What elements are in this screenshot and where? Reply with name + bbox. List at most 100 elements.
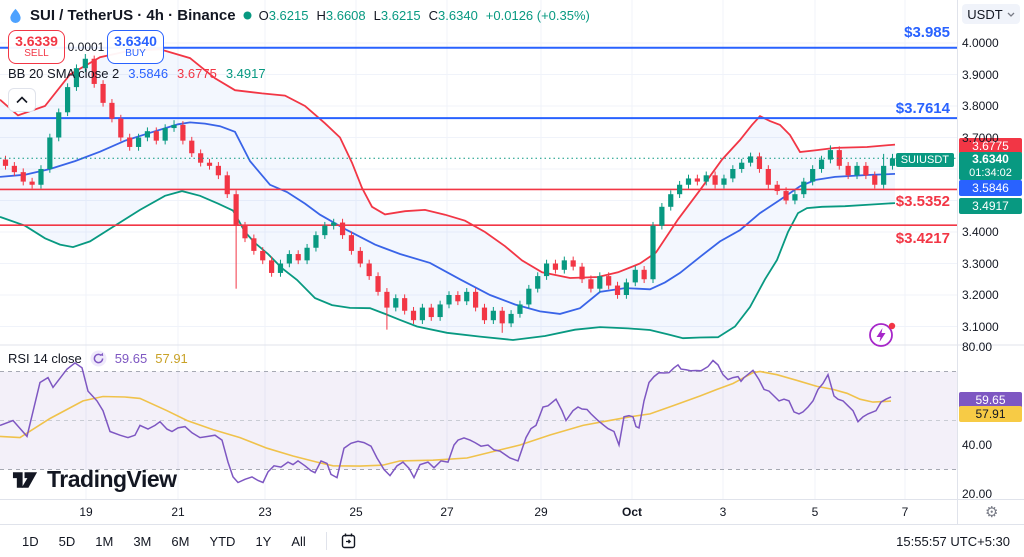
candle	[561, 256, 567, 274]
candle	[446, 291, 452, 309]
range-button-1m[interactable]: 1M	[95, 533, 114, 549]
candle	[64, 83, 71, 117]
alert-price-label[interactable]: $3.4217	[895, 230, 950, 247]
candle	[109, 99, 115, 123]
candle	[889, 153, 896, 170]
collapse-legend-button[interactable]	[8, 88, 36, 112]
candle	[56, 108, 62, 142]
bb-indicator-legend[interactable]: BB 20 SMA close 2 3.5846 3.6775 3.4917	[8, 66, 266, 81]
candle	[127, 133, 133, 151]
candle	[747, 152, 754, 167]
trade-panel: 3.6339 SELL 0.0001 3.6340 BUY	[8, 30, 164, 64]
candle	[366, 259, 372, 280]
candle	[464, 288, 470, 306]
candle	[739, 158, 745, 173]
candle	[410, 306, 417, 324]
candle	[606, 272, 612, 290]
candle	[206, 158, 213, 170]
candle	[295, 250, 301, 265]
candle	[836, 146, 842, 170]
rsi-legend-title: RSI 14 close	[8, 351, 82, 366]
candle	[29, 177, 35, 189]
candle	[38, 165, 44, 189]
change-value: +0.0126 (+0.35%)	[485, 7, 590, 23]
buy-button[interactable]: 3.6340 BUY	[107, 30, 164, 64]
time-axis-label: 29	[534, 505, 548, 519]
alert-price-label[interactable]: $3.7614	[895, 100, 950, 117]
chevron-down-icon	[1007, 12, 1015, 17]
candle	[570, 256, 576, 271]
candle	[11, 162, 17, 176]
candle	[473, 288, 479, 312]
candle	[162, 124, 168, 145]
candle	[783, 187, 789, 205]
rsi-tick-label: 20.00	[962, 487, 993, 501]
candle	[455, 291, 461, 306]
candle	[269, 256, 275, 277]
range-button-5d[interactable]: 5D	[58, 533, 76, 549]
alert-price-label[interactable]: $3.985	[904, 24, 950, 41]
clock-timezone[interactable]: 15:55:57 UTC+5:30	[896, 533, 1010, 549]
candle	[73, 64, 80, 91]
candle	[91, 55, 97, 88]
candle	[171, 120, 177, 132]
candle	[508, 310, 514, 328]
candle	[703, 171, 709, 186]
candle	[47, 133, 53, 173]
candle	[517, 300, 523, 318]
bb-upper-badge: 3.6775	[959, 138, 1022, 154]
bb-lower-badge: 3.4917	[959, 198, 1022, 214]
go-to-date-icon[interactable]	[339, 532, 358, 551]
candle	[792, 190, 798, 205]
chevron-up-icon	[16, 96, 28, 104]
candle	[854, 162, 860, 180]
candle	[845, 162, 851, 180]
time-axis-label: 5	[811, 505, 819, 519]
candle	[153, 127, 159, 145]
candle	[668, 190, 674, 211]
price-tick-label: 3.8000	[962, 99, 999, 113]
symbol-title[interactable]: SUI / TetherUS · 4h · Binance	[30, 6, 236, 24]
price-tick-label: 3.2000	[962, 288, 999, 302]
candle	[481, 303, 488, 324]
bb-legend-title: BB 20 SMA close 2	[8, 66, 120, 81]
rsi-ma-badge: 57.91	[959, 406, 1022, 422]
candle	[765, 165, 771, 189]
last-price-badge: 3.6340 01:34:02	[959, 152, 1022, 181]
market-open-dot-icon	[243, 11, 252, 19]
rsi-indicator-legend[interactable]: RSI 14 close 59.65 57.91	[8, 350, 188, 367]
currency-selector[interactable]: USDT	[962, 4, 1020, 24]
refresh-icon[interactable]	[90, 350, 107, 367]
candles	[2, 54, 896, 333]
boost-icon[interactable]	[867, 320, 897, 355]
candle	[810, 165, 816, 186]
ohlc-values: O3.6215 H3.6608 L3.6215 C3.6340 +0.0126 …	[258, 7, 590, 23]
range-button-1y[interactable]: 1Y	[255, 533, 272, 549]
alert-price-label[interactable]: $3.5352	[895, 193, 950, 210]
candle	[552, 259, 559, 274]
sell-button[interactable]: 3.6339 SELL	[8, 30, 65, 64]
tradingview-logo[interactable]: TradingView	[12, 466, 177, 493]
candle	[419, 303, 425, 324]
candle	[499, 306, 505, 333]
gear-icon[interactable]: ⚙	[985, 504, 999, 521]
candle	[189, 136, 195, 158]
range-button-all[interactable]: All	[291, 533, 306, 549]
rsi-value: 59.65	[114, 351, 148, 366]
time-axis-label: Oct	[621, 505, 643, 519]
bollinger-bands	[0, 48, 896, 341]
range-button-6m[interactable]: 6M	[171, 533, 190, 549]
range-button-1d[interactable]: 1D	[22, 533, 39, 549]
range-button-ytd[interactable]: YTD	[209, 533, 236, 549]
price-tick-label: 3.7000	[962, 130, 999, 145]
tradingview-logo-text: TradingView	[47, 466, 177, 492]
bottom-toolbar: 1D 5D 1M 3M 6M YTD 1Y All 15:55:57 UTC+5:30	[0, 525, 1024, 557]
range-button-3m[interactable]: 3M	[133, 533, 152, 549]
sui-logo-icon	[10, 8, 21, 23]
date-range-buttons: 1D 5D 1M 3M 6M YTD 1Y All	[14, 531, 314, 552]
bb-basis-value: 3.5846	[128, 66, 169, 81]
candle	[801, 177, 807, 198]
time-axis-label: 3	[719, 505, 727, 519]
chart-header: SUI / TetherUS · 4h · Binance O3.6215 H3…	[8, 4, 590, 26]
